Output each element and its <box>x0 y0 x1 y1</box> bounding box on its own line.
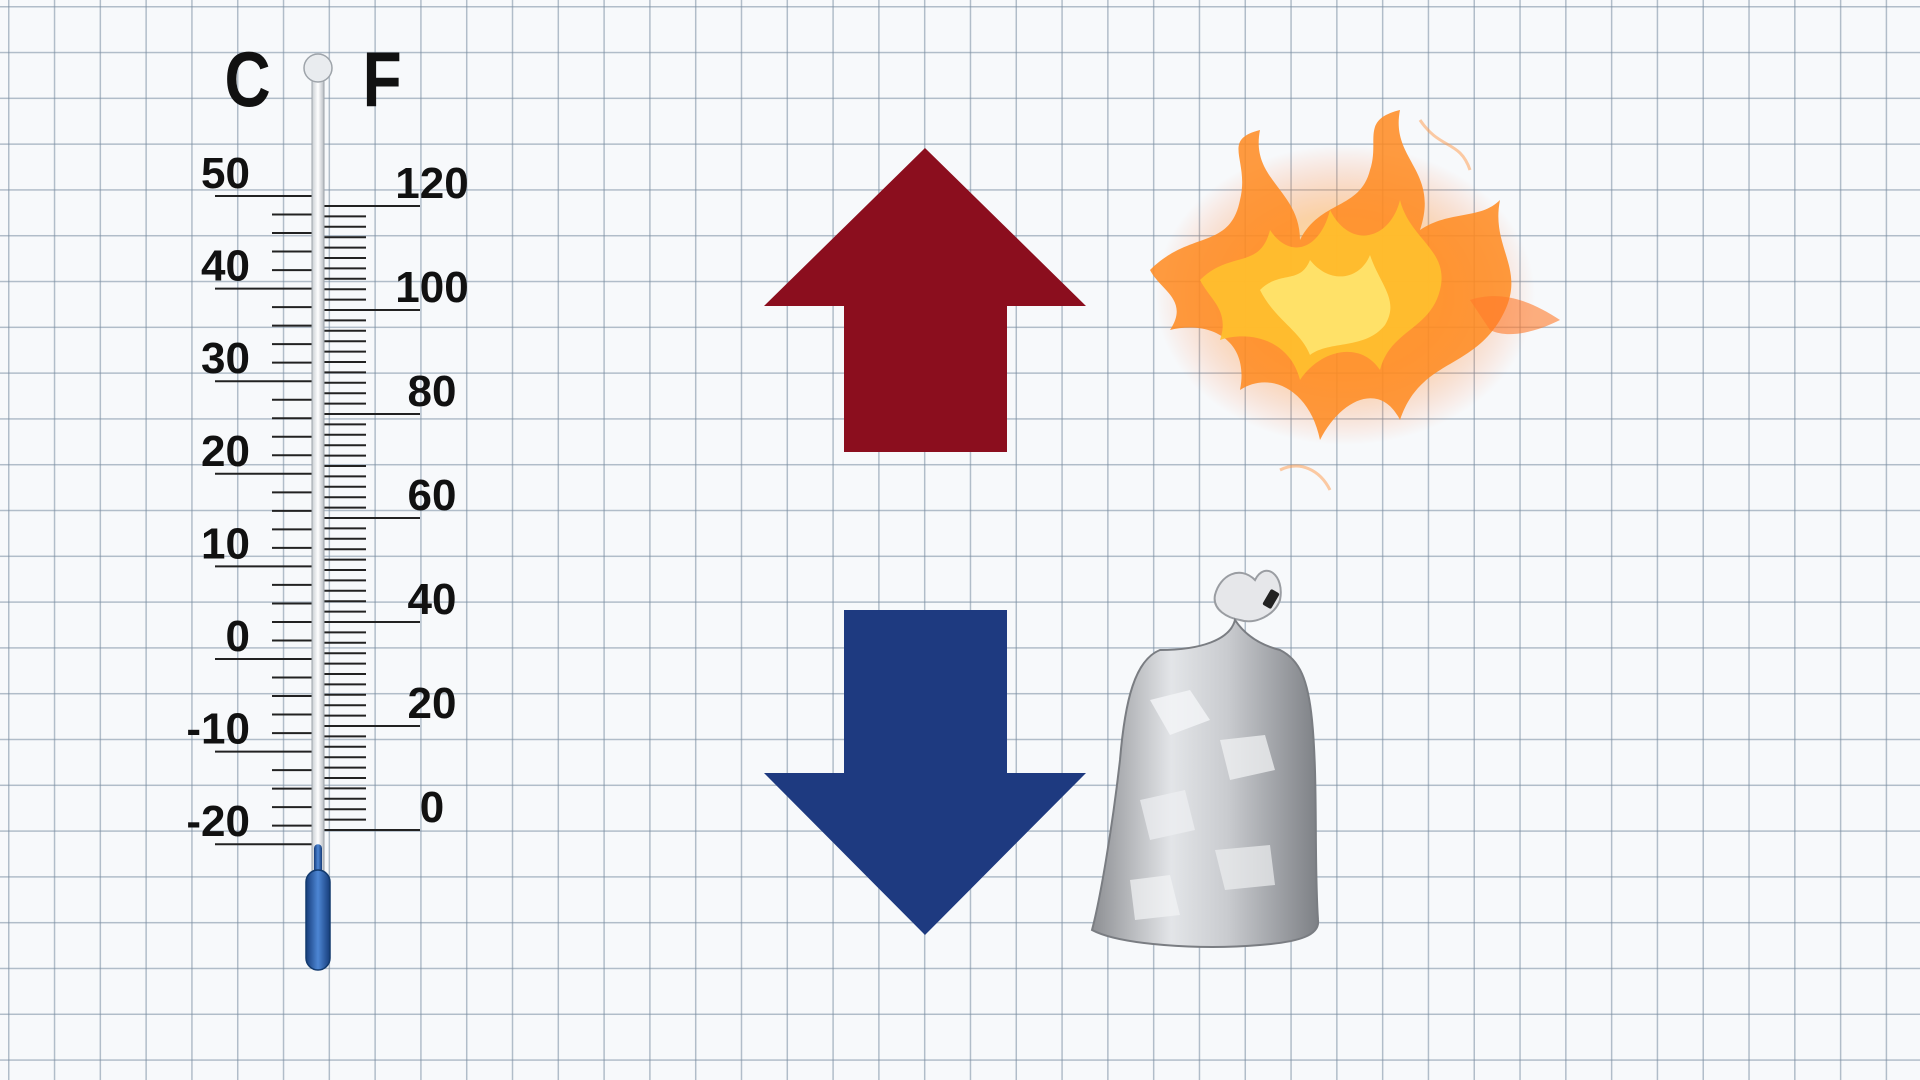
fire-icon <box>1150 110 1560 491</box>
thermometer-cap-icon <box>303 53 333 83</box>
fahrenheit-unit-label: F <box>363 36 402 123</box>
celsius-tick-label: 10 <box>201 519 250 568</box>
fahrenheit-tick-label: 100 <box>395 263 468 312</box>
ice-bag-icon <box>1090 569 1320 948</box>
fahrenheit-tick-label: 0 <box>420 783 444 832</box>
thermometer-tube <box>311 67 325 969</box>
celsius-tick-label: 40 <box>201 242 250 291</box>
celsius-tick-label: 20 <box>201 427 250 476</box>
fahrenheit-scale: 120 100 80 60 40 20 0 <box>324 159 469 832</box>
fahrenheit-tick-label: 80 <box>408 367 457 416</box>
up-arrow-icon <box>764 148 1086 452</box>
fahrenheit-tick-label: 40 <box>408 575 457 624</box>
fahrenheit-tick-label: 20 <box>408 679 457 728</box>
celsius-tick-label: -20 <box>186 797 250 846</box>
fahrenheit-tick-label: 120 <box>395 159 468 208</box>
celsius-tick-label: 30 <box>201 334 250 383</box>
celsius-tick-label: 0 <box>226 612 250 661</box>
celsius-scale: 50 40 30 20 10 0 -10 -20 <box>186 149 312 846</box>
fahrenheit-tick-label: 60 <box>408 471 457 520</box>
celsius-unit-label: C <box>225 36 271 123</box>
thermometer-bulb <box>305 869 331 971</box>
celsius-tick-label: 50 <box>201 149 250 198</box>
celsius-tick-label: -10 <box>186 705 250 754</box>
down-arrow-icon <box>764 610 1086 935</box>
